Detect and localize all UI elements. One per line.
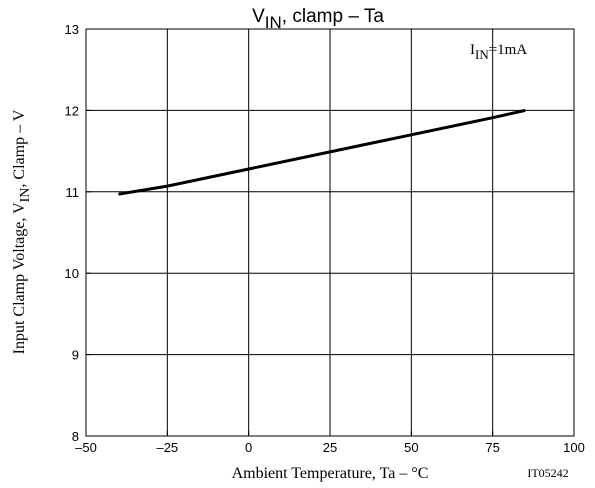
chart-title-sub: IN xyxy=(265,13,282,32)
y-tick-label: 10 xyxy=(65,266,79,281)
y-tick-label: 13 xyxy=(65,22,79,37)
y-tick-labels: 8 9 10 11 12 13 xyxy=(65,22,79,444)
x-tick-label: –25 xyxy=(156,440,178,455)
annotation-label: IIN=1mA xyxy=(470,42,527,62)
figure-id: IT05242 xyxy=(527,466,568,480)
x-tick-label: 75 xyxy=(485,440,499,455)
chart-title-main: V xyxy=(252,6,265,27)
annotation-pre: I xyxy=(470,42,475,58)
series-layer xyxy=(118,108,526,196)
x-tick-label: 50 xyxy=(404,440,418,455)
y-axis-label-sub: IN xyxy=(18,188,33,203)
x-tick-label: 0 xyxy=(245,440,252,455)
chart-title-rest: , clamp – Ta xyxy=(282,6,385,27)
x-tick-labels: –50 –25 0 25 50 75 100 xyxy=(75,440,585,455)
plot-frame xyxy=(85,28,575,437)
annotation-post: =1mA xyxy=(489,42,528,58)
chart-title: VIN, clamp – Ta xyxy=(252,6,384,32)
y-tick-label: 9 xyxy=(72,348,79,363)
x-tick-label: –50 xyxy=(75,440,97,455)
y-axis-label-post: , Clamp – V xyxy=(11,109,28,187)
y-tick-label: 8 xyxy=(72,429,79,444)
y-tick-label: 12 xyxy=(65,103,79,118)
y-axis-label-pre: Input Clamp Voltage, V xyxy=(11,202,28,354)
x-tick-label: 100 xyxy=(563,440,585,455)
y-tick-label: 11 xyxy=(66,185,80,200)
x-tick-label: 25 xyxy=(323,440,337,455)
grid-lines xyxy=(86,29,574,436)
annotation-sub: IN xyxy=(475,47,489,62)
series-line-0 xyxy=(118,108,526,196)
y-axis-label: Input Clamp Voltage, VIN, Clamp – V xyxy=(11,109,33,354)
x-axis-label: Ambient Temperature, Ta – °C xyxy=(232,465,429,482)
